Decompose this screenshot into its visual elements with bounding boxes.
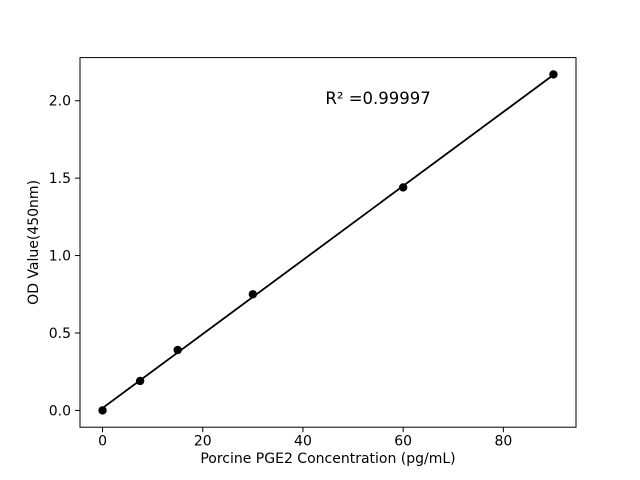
y-tick-label: 0.5 [49, 326, 71, 342]
x-tick-label: 60 [394, 434, 412, 450]
y-tick-label: 2.0 [49, 94, 71, 110]
x-tick-label: 20 [194, 434, 212, 450]
x-axis-label: Porcine PGE2 Concentration (pg/mL) [200, 451, 455, 467]
data-point [98, 406, 107, 415]
x-tick-label: 0 [98, 434, 107, 450]
y-tick-label: 1.5 [49, 171, 71, 187]
data-point [135, 376, 145, 386]
x-tick-label: 80 [494, 434, 512, 450]
r-squared-annotation: R² =0.99997 [325, 89, 430, 108]
data-point [248, 290, 258, 299]
data-point [398, 183, 408, 192]
y-tick-label: 0.0 [49, 403, 71, 419]
data-point [549, 70, 558, 79]
y-tick-label: 1.0 [49, 249, 71, 265]
y-axis-label: OD Value(450nm) [26, 180, 42, 305]
x-tick-label: 40 [294, 434, 312, 450]
data-point [173, 345, 182, 355]
